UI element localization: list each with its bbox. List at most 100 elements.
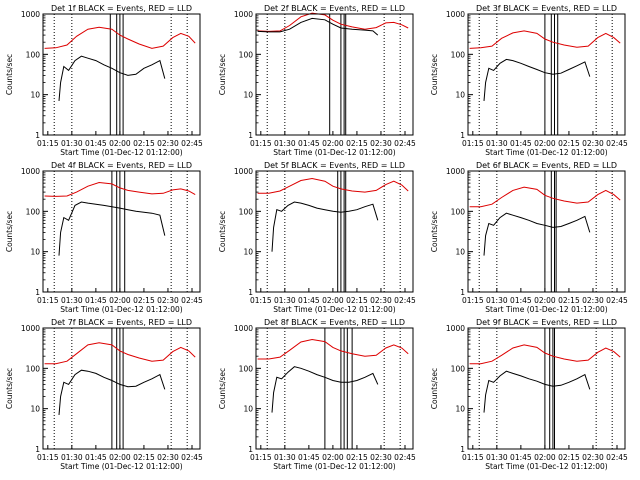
series-line-events: [58, 369, 166, 415]
panel-det-3f: 01:15 01:30 01:45 02:00 02:15 02:30 02:45 1 10 10…: [430, 4, 628, 157]
y-tick-label: 100: [26, 207, 41, 216]
y-tick-label: 1: [35, 131, 40, 140]
x-tick-label: 02:30: [582, 296, 604, 305]
panel-det-6f: 01:15 01:30 01:45 02:00 02:15 02:30 02:45 1 10 10…: [430, 161, 628, 314]
x-tick-label: 02:00: [534, 453, 556, 462]
x-tick-label: 02:30: [370, 139, 392, 148]
y-axis-label: Counts/sec: [218, 368, 227, 409]
series-line-lld: [44, 26, 196, 49]
x-tick-label: 02:15: [133, 296, 155, 305]
y-tick-label: 1: [248, 131, 253, 140]
series-line-events: [483, 370, 591, 413]
x-tick-label: 01:30: [61, 296, 83, 305]
y-axis-label: Counts/sec: [218, 211, 227, 252]
plot-frame: [42, 170, 201, 293]
x-axis-label: Start Time (01-Dec-12 01:12:00): [485, 148, 607, 157]
y-tick-label: 1000: [21, 10, 40, 19]
y-tick-label: 1000: [446, 10, 465, 19]
y-axis-label: Counts/sec: [218, 54, 227, 95]
series-line-events: [58, 55, 166, 101]
x-tick-label: 02:30: [582, 453, 604, 462]
x-tick-label: 02:30: [582, 139, 604, 148]
panel-det-7f: 01:15 01:30 01:45 02:00 02:15 02:30 02:45 1 10 10…: [5, 318, 203, 471]
panel-det-5f: 01:15 01:30 01:45 02:00 02:15 02:30 02:45 1 10 10…: [218, 161, 416, 314]
x-tick-label: 01:15: [462, 453, 484, 462]
y-tick-label: 1000: [21, 167, 40, 176]
x-tick-label: 01:45: [510, 139, 532, 148]
x-axis-label: Start Time (01-Dec-12 01:12:00): [60, 305, 182, 314]
x-tick-label: 01:45: [298, 296, 320, 305]
x-tick-label: 02:15: [133, 453, 155, 462]
plot-frame: [255, 170, 414, 293]
x-tick-label: 01:15: [462, 296, 484, 305]
series-line-lld: [469, 344, 621, 365]
x-tick-label: 02:15: [558, 453, 580, 462]
y-tick-label: 1000: [21, 324, 40, 333]
x-tick-label: 01:15: [250, 296, 272, 305]
y-axis-label: Counts/sec: [430, 54, 439, 95]
y-tick-label: 100: [451, 207, 466, 216]
x-tick-label: 02:30: [370, 453, 392, 462]
x-tick-label: 02:45: [181, 453, 203, 462]
x-axis-label: Start Time (01-Dec-12 01:12:00): [485, 462, 607, 471]
x-tick-label: 01:15: [37, 453, 59, 462]
x-tick-label: 01:45: [298, 453, 320, 462]
plot-frame: [467, 170, 626, 293]
panel-det-8f: 01:15 01:30 01:45 02:00 02:15 02:30 02:45 1 10 10…: [218, 318, 416, 471]
x-tick-label: 02:00: [109, 139, 131, 148]
series-line-lld: [44, 181, 196, 197]
y-axis-label: Counts/sec: [5, 54, 14, 95]
x-tick-label: 01:45: [85, 139, 107, 148]
x-tick-label: 01:30: [61, 453, 83, 462]
x-tick-label: 02:30: [157, 453, 179, 462]
series-line-lld: [257, 338, 409, 360]
panel-det-1f: 01:15 01:30 01:45 02:00 02:15 02:30 02:45 1 10 10…: [5, 4, 203, 157]
x-tick-label: 02:15: [346, 296, 368, 305]
y-tick-label: 1000: [234, 10, 253, 19]
series-line-events: [271, 366, 379, 413]
y-tick-label: 1000: [234, 324, 253, 333]
x-axis-label: Start Time (01-Dec-12 01:12:00): [273, 148, 395, 157]
x-axis-label: Start Time (01-Dec-12 01:12:00): [273, 462, 395, 471]
x-tick-label: 02:00: [322, 453, 344, 462]
x-tick-label: 01:15: [462, 139, 484, 148]
y-tick-label: 10: [30, 248, 40, 257]
y-tick-label: 100: [239, 207, 254, 216]
y-tick-label: 100: [239, 50, 254, 59]
y-tick-label: 100: [239, 364, 254, 373]
x-tick-label: 02:15: [346, 453, 368, 462]
panel-title: Det 6f BLACK = Events, RED = LLD: [476, 161, 617, 170]
x-tick-label: 02:30: [370, 296, 392, 305]
x-tick-label: 02:15: [133, 139, 155, 148]
x-tick-label: 02:45: [394, 296, 416, 305]
y-tick-label: 100: [26, 364, 41, 373]
y-tick-label: 1: [248, 445, 253, 454]
series-line-events: [483, 58, 591, 101]
y-tick-label: 1000: [446, 324, 465, 333]
x-tick-label: 01:45: [298, 139, 320, 148]
panel-title: Det 1f BLACK = Events, RED = LLD: [51, 4, 192, 13]
x-axis-label: Start Time (01-Dec-12 01:12:00): [60, 462, 182, 471]
x-tick-label: 02:00: [109, 453, 131, 462]
panel-title: Det 2f BLACK = Events, RED = LLD: [264, 4, 405, 13]
x-tick-label: 01:30: [274, 453, 296, 462]
plot-frame: [255, 13, 414, 136]
x-tick-label: 02:00: [322, 296, 344, 305]
panel-det-4f: 01:15 01:30 01:45 02:00 02:15 02:30 02:45 1 10 10…: [5, 161, 203, 314]
x-tick-label: 02:45: [394, 139, 416, 148]
y-axis-label: Counts/sec: [5, 368, 14, 409]
x-tick-label: 02:45: [606, 453, 628, 462]
plot-frame: [467, 327, 626, 450]
panel-det-9f: 01:15 01:30 01:45 02:00 02:15 02:30 02:45 1 10 10…: [430, 318, 628, 471]
x-tick-label: 02:00: [534, 296, 556, 305]
series-line-lld: [469, 30, 621, 49]
series-line-lld: [469, 186, 621, 208]
y-tick-label: 1: [460, 445, 465, 454]
y-tick-label: 100: [26, 50, 41, 59]
x-tick-label: 01:15: [250, 453, 272, 462]
x-tick-label: 02:30: [157, 296, 179, 305]
y-tick-label: 10: [455, 248, 465, 257]
series-line-lld: [257, 177, 409, 194]
y-tick-label: 1000: [234, 167, 253, 176]
y-tick-label: 1: [460, 288, 465, 297]
